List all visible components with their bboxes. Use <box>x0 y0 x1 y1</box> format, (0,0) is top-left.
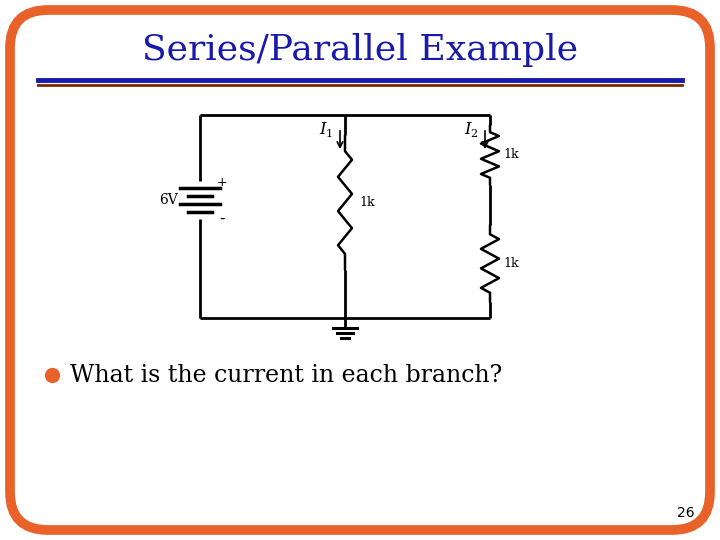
Text: Series/Parallel Example: Series/Parallel Example <box>142 33 578 67</box>
Text: 1k: 1k <box>503 257 518 270</box>
Text: 2: 2 <box>470 129 477 139</box>
FancyBboxPatch shape <box>10 10 710 530</box>
Text: 6V: 6V <box>158 193 177 207</box>
Text: -: - <box>220 211 225 226</box>
Text: What is the current in each branch?: What is the current in each branch? <box>70 363 503 387</box>
Text: I: I <box>464 122 472 138</box>
Text: +: + <box>217 176 228 188</box>
Text: 1k: 1k <box>503 148 518 161</box>
Text: I: I <box>320 122 326 138</box>
Text: 26: 26 <box>678 506 695 520</box>
Text: 1k: 1k <box>359 196 374 209</box>
Point <box>46 370 58 379</box>
Text: 1: 1 <box>325 129 333 139</box>
